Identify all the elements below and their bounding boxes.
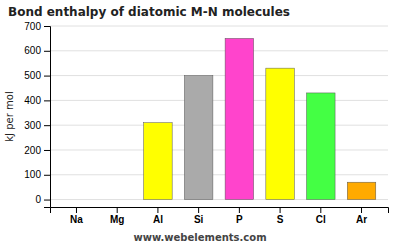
tick-mark — [320, 207, 321, 213]
tick-mark — [44, 175, 50, 176]
tick: 400 — [24, 95, 50, 106]
tick-label: 100 — [24, 169, 41, 180]
tick: 200 — [24, 145, 50, 156]
tick-mark — [44, 100, 50, 101]
tick-label: 200 — [24, 145, 41, 156]
tick: 100 — [24, 169, 50, 180]
grid-line — [50, 174, 388, 175]
tick-label: Na — [70, 214, 83, 225]
tick: 600 — [24, 45, 50, 56]
tick-mark — [157, 207, 158, 213]
tick-label: Cl — [316, 214, 326, 225]
tick: P — [236, 207, 243, 225]
chart-container: 0 100 200 300 400 500 600 700 Na Mg Al Si P S Cl Ar Bond… — [0, 0, 400, 247]
tick-mark — [44, 150, 50, 151]
tick-label: 700 — [24, 21, 41, 32]
axis-line — [44, 27, 51, 208]
bar — [347, 182, 376, 199]
tick: 0 — [35, 194, 50, 205]
tick-mark — [44, 51, 50, 52]
tick: Na — [70, 207, 83, 225]
axis-line — [51, 208, 389, 214]
tick-mark — [280, 207, 281, 213]
tick-mark — [44, 26, 50, 27]
bar — [62, 199, 91, 200]
bar — [225, 38, 254, 199]
grid-line — [50, 100, 388, 101]
tick: Al — [153, 207, 163, 225]
grid-line — [50, 149, 388, 150]
tick-mark — [198, 207, 199, 213]
tick-mark — [361, 207, 362, 213]
tick-label: 600 — [24, 45, 41, 56]
tick: 300 — [24, 120, 50, 131]
tick-mark — [44, 125, 50, 126]
tick-label: Al — [153, 214, 163, 225]
grid-line — [50, 26, 388, 27]
bar — [144, 123, 173, 200]
tick: Mg — [110, 207, 124, 225]
tick: 500 — [24, 70, 50, 81]
annotation: www.webelements.com — [133, 232, 266, 243]
tick: Si — [194, 207, 204, 225]
title: Bond enthalpy of diatomic M-N molecules — [8, 5, 290, 19]
tick-mark — [239, 207, 240, 213]
x-axis: Na Mg Al Si P S Cl Ar — [51, 207, 389, 225]
tick-label: 500 — [24, 70, 41, 81]
tick-label: Mg — [110, 214, 124, 225]
bar — [184, 76, 213, 200]
tick-mark — [44, 76, 50, 77]
chart: 0 100 200 300 400 500 600 700 Na Mg Al Si P S Cl Ar Bond… — [0, 0, 400, 247]
tick-label: P — [236, 214, 243, 225]
bar — [307, 93, 336, 200]
y-axis: 0 100 200 300 400 500 600 700 — [24, 21, 50, 208]
tick: Cl — [316, 207, 326, 225]
tick-mark — [44, 200, 50, 201]
grid-line — [50, 199, 388, 200]
tick: Ar — [356, 207, 367, 225]
tick-mark — [76, 207, 77, 213]
y-axis-label: kJ per mol — [4, 91, 15, 141]
grid-line — [50, 125, 388, 126]
tick-label: Ar — [356, 214, 367, 225]
grid — [50, 26, 388, 200]
tick-label: Si — [194, 214, 204, 225]
bar — [266, 68, 295, 199]
tick: 700 — [24, 21, 50, 32]
bar — [103, 199, 132, 200]
tick-label: 0 — [35, 194, 41, 205]
tick-label: 400 — [24, 95, 41, 106]
bars — [144, 38, 376, 199]
tick-mark — [117, 207, 118, 213]
grid-line — [50, 50, 388, 51]
tick-label: S — [277, 214, 284, 225]
tick: S — [277, 207, 284, 225]
tick-label: 300 — [24, 120, 41, 131]
grid-line — [50, 75, 388, 76]
